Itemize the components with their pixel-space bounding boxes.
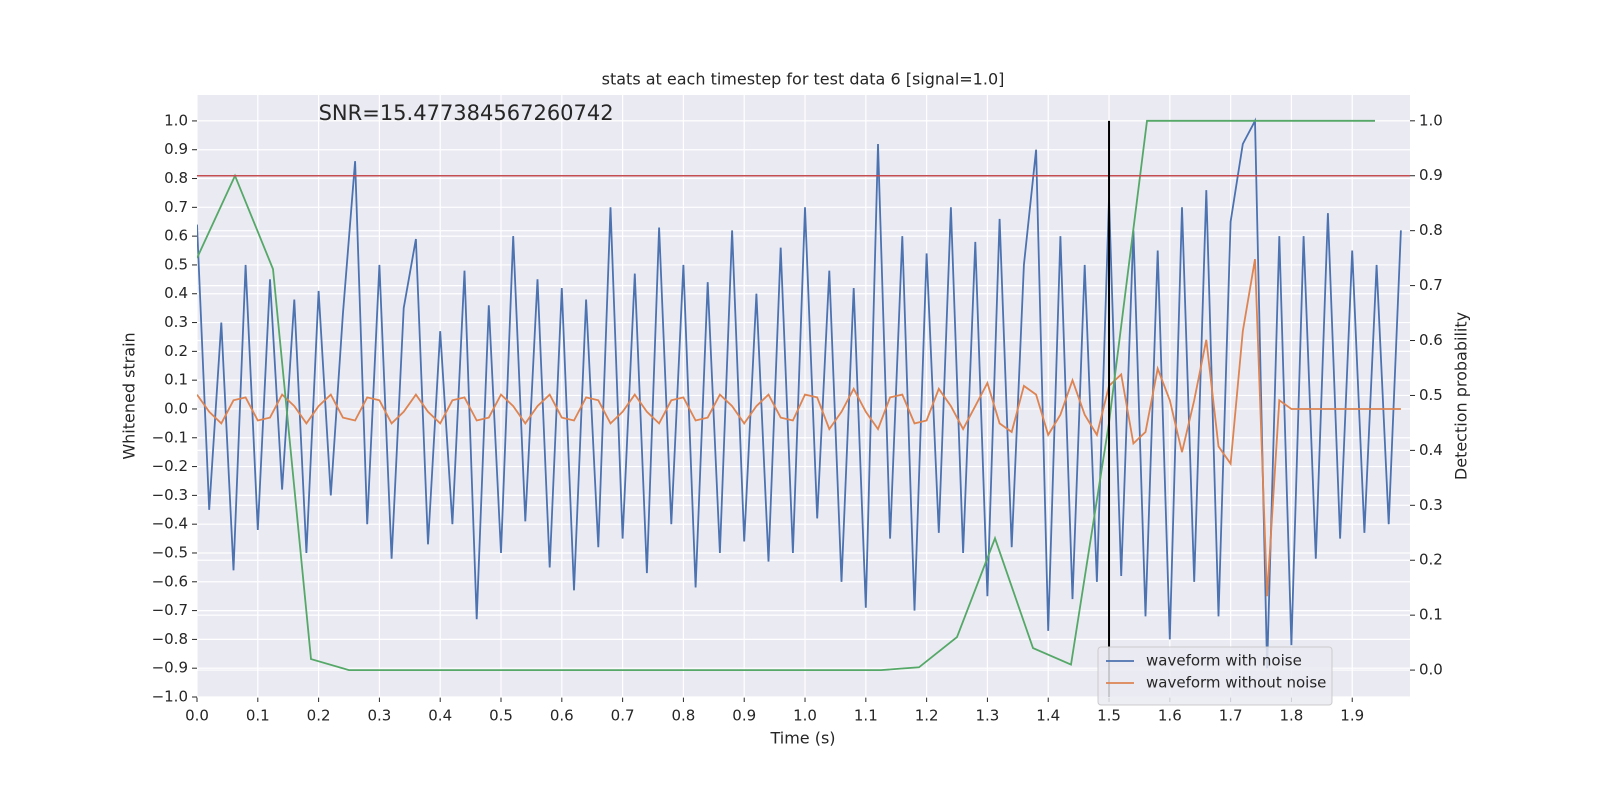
- x-tick-label: 0.7: [611, 707, 635, 725]
- y2-tick-label: 0.0: [1419, 661, 1443, 679]
- y-axis-label: Whitened strain: [120, 332, 139, 459]
- x-tick-label: 1.1: [854, 707, 878, 725]
- x-tick-label: 0.5: [489, 707, 513, 725]
- x-tick-label: 0.6: [550, 707, 574, 725]
- y-tick-label: 1.0: [164, 111, 188, 129]
- y-tick-label: 0.2: [164, 342, 188, 360]
- x-tick-label: 0.1: [246, 707, 270, 725]
- y-tick-label: 0.4: [164, 284, 188, 302]
- y-tick-label: 0.8: [164, 169, 188, 187]
- y-tick-label: 0.1: [164, 371, 188, 389]
- series-line: [197, 119, 1375, 671]
- series-line: [197, 117, 1402, 669]
- y-tick-label: −0.3: [152, 486, 188, 504]
- y2-tick-label: 0.9: [1419, 166, 1443, 184]
- x-tick-label: 1.3: [975, 707, 999, 725]
- x-tick-label: 1.4: [1036, 707, 1060, 725]
- legend-box: [1097, 646, 1333, 706]
- legend-label: waveform with noise: [1146, 652, 1302, 670]
- y-tick-label: −1.0: [152, 688, 188, 706]
- y2-tick-label: 0.3: [1419, 496, 1443, 514]
- x-tick-label: 1.2: [915, 707, 939, 725]
- y-tick-label: −0.8: [152, 630, 188, 648]
- y2-tick-label: 0.6: [1419, 331, 1443, 349]
- y-tick-label: −0.5: [152, 543, 188, 561]
- y-tick-label: −0.2: [152, 457, 188, 475]
- y-tick-label: −0.9: [152, 659, 188, 677]
- x-tick-label: 0.2: [307, 707, 331, 725]
- y-tick-label: 0.7: [164, 198, 188, 216]
- x-tick-label: 1.7: [1219, 707, 1243, 725]
- y-tick-label: 0.5: [164, 255, 188, 273]
- y-tick-label: −0.1: [152, 428, 188, 446]
- legend-label: waveform without noise: [1146, 674, 1326, 692]
- x-tick-label: 1.8: [1280, 707, 1304, 725]
- y2-tick-label: 0.1: [1419, 606, 1443, 624]
- y-tick-label: −0.7: [152, 601, 188, 619]
- series-line: [197, 259, 1401, 597]
- x-tick-label: 0.3: [367, 707, 391, 725]
- y-tick-label: −0.4: [152, 515, 188, 533]
- y-tick-label: 0.3: [164, 313, 188, 331]
- chart-title: stats at each timestep for test data 6 […: [602, 70, 1005, 89]
- y-tick-label: 0.6: [164, 227, 188, 245]
- x-tick-label: 1.5: [1097, 707, 1121, 725]
- x-tick-label: 0.4: [428, 707, 452, 725]
- y2-tick-label: 0.4: [1419, 441, 1443, 459]
- annotation: SNR=15.477384567260742: [319, 101, 614, 125]
- y2-tick-label: 0.2: [1419, 551, 1443, 569]
- x-tick-label: 1.0: [793, 707, 817, 725]
- y2-tick-label: 0.8: [1419, 221, 1443, 239]
- x-tick-label: 1.6: [1158, 707, 1182, 725]
- y2-tick-label: 0.7: [1419, 276, 1443, 294]
- x-tick-label: 0.9: [732, 707, 756, 725]
- y-tick-label: 0.9: [164, 140, 188, 158]
- x-tick-label: 0.8: [671, 707, 695, 725]
- y-tick-label: 0.0: [164, 399, 188, 417]
- x-axis-label: Time (s): [769, 729, 835, 748]
- x-tick-label: 1.9: [1340, 707, 1364, 725]
- y2-tick-label: 1.0: [1419, 111, 1443, 129]
- y-tick-label: −0.6: [152, 572, 188, 590]
- y2-axis-label: Detection probability: [1452, 312, 1471, 480]
- y2-tick-label: 0.5: [1419, 386, 1443, 404]
- x-tick-label: 0.0: [185, 707, 209, 725]
